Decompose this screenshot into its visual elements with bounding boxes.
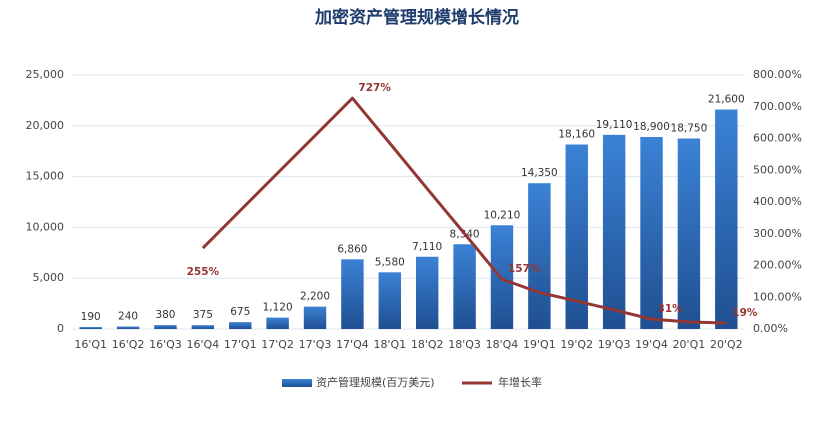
bar bbox=[79, 327, 102, 329]
bar-label: 2,200 bbox=[300, 291, 330, 303]
bar-label: 21,600 bbox=[708, 94, 745, 106]
bar-label: 10,210 bbox=[484, 209, 521, 221]
bar bbox=[266, 317, 289, 329]
x-tick-label: 20'Q2 bbox=[710, 338, 743, 351]
bar-label: 675 bbox=[230, 306, 250, 318]
y2-tick-label: 200.00% bbox=[753, 259, 802, 272]
bar-label: 18,160 bbox=[558, 128, 595, 140]
bar-label: 240 bbox=[118, 311, 138, 323]
bar bbox=[116, 326, 140, 329]
bar-label: 19,110 bbox=[596, 119, 633, 131]
x-tick-label: 17'Q2 bbox=[261, 338, 294, 351]
x-tick-label: 16'Q3 bbox=[149, 338, 182, 351]
y-tick-label: 25,000 bbox=[26, 68, 65, 81]
line-label: 727% bbox=[358, 82, 391, 94]
y-tick-label: 20,000 bbox=[26, 119, 65, 132]
x-tick-label: 18'Q2 bbox=[411, 338, 444, 351]
y2-tick-label: 100.00% bbox=[753, 290, 802, 303]
y2-tick-label: 500.00% bbox=[753, 163, 802, 176]
y-tick-label: 0 bbox=[57, 322, 64, 335]
bar bbox=[341, 259, 364, 329]
x-tick-label: 19'Q1 bbox=[523, 338, 556, 351]
bar-label: 18,750 bbox=[671, 123, 708, 135]
x-tick-label: 18'Q3 bbox=[448, 338, 481, 351]
bar bbox=[154, 325, 177, 329]
bar bbox=[565, 144, 588, 329]
y2-tick-label: 600.00% bbox=[753, 132, 802, 145]
legend-label: 资产管理规模(百万美元) bbox=[316, 375, 435, 389]
bar bbox=[640, 136, 663, 329]
x-tick-label: 16'Q1 bbox=[74, 338, 107, 351]
bar bbox=[229, 322, 252, 329]
bar-label: 18,900 bbox=[633, 121, 670, 133]
bar bbox=[378, 272, 402, 329]
bar-label: 7,110 bbox=[412, 241, 442, 253]
bar bbox=[453, 244, 476, 329]
bar-label: 380 bbox=[155, 309, 175, 321]
line-label: 19% bbox=[732, 307, 758, 319]
x-tick-label: 20'Q1 bbox=[673, 338, 706, 351]
y-tick-label: 5,000 bbox=[33, 271, 65, 284]
line bbox=[201, 96, 727, 325]
x-tick-label: 16'Q4 bbox=[187, 338, 220, 351]
bar-label: 5,580 bbox=[375, 256, 405, 268]
legend-swatch bbox=[282, 379, 312, 387]
legend-label: 年增长率 bbox=[498, 375, 542, 389]
y2-tick-label: 300.00% bbox=[753, 227, 802, 240]
y2-tick-label: 400.00% bbox=[753, 195, 802, 208]
y-tick-label: 10,000 bbox=[26, 220, 65, 233]
x-tick-label: 19'Q2 bbox=[560, 338, 593, 351]
x-tick-label: 17'Q3 bbox=[299, 338, 332, 351]
bar bbox=[303, 306, 327, 329]
x-tick-label: 19'Q4 bbox=[635, 338, 668, 351]
x-tick-label: 18'Q4 bbox=[486, 338, 519, 351]
y-tick-label: 15,000 bbox=[26, 170, 65, 183]
bar bbox=[191, 325, 215, 329]
y2-tick-label: 800.00% bbox=[753, 68, 802, 81]
bar-label: 6,860 bbox=[337, 243, 367, 255]
y2-tick-label: 700.00% bbox=[753, 100, 802, 113]
bar-label: 190 bbox=[81, 311, 101, 323]
x-tick-label: 17'Q1 bbox=[224, 338, 257, 351]
line-label: 255% bbox=[187, 266, 220, 278]
bar bbox=[715, 109, 738, 329]
x-tick-label: 18'Q1 bbox=[373, 338, 406, 351]
bar-label: 375 bbox=[193, 309, 213, 321]
bar bbox=[677, 138, 701, 329]
y2-tick-label: 0.00% bbox=[753, 322, 788, 335]
x-tick-label: 17'Q4 bbox=[336, 338, 369, 351]
line-label: 31% bbox=[658, 303, 684, 315]
bar-label: 14,350 bbox=[521, 167, 558, 179]
line-label: 157% bbox=[508, 263, 541, 275]
bar bbox=[415, 256, 439, 329]
bar bbox=[528, 183, 551, 329]
x-tick-label: 19'Q3 bbox=[598, 338, 631, 351]
chart-title: 加密资产管理规模增长情况 bbox=[314, 7, 519, 28]
bar-label: 1,120 bbox=[263, 302, 293, 314]
bar bbox=[602, 134, 626, 329]
x-tick-label: 16'Q2 bbox=[112, 338, 145, 351]
